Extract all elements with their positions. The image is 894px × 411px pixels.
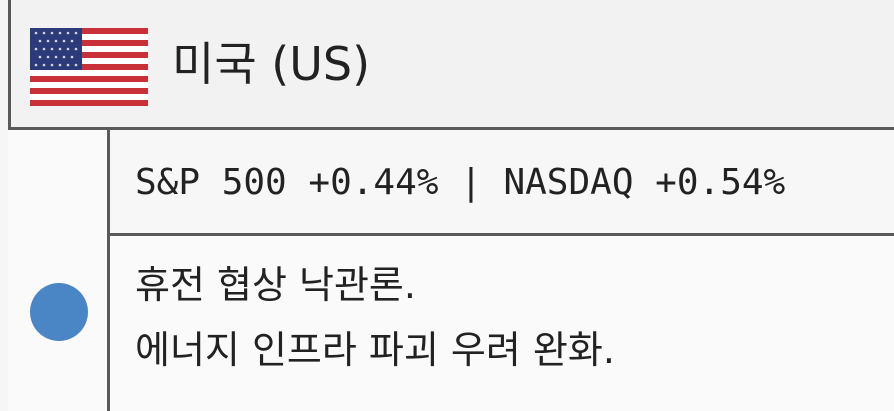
news-row [110, 236, 894, 411]
index-row [110, 130, 894, 236]
us-flag [30, 28, 148, 106]
indicator-column [8, 130, 110, 411]
status-dot [30, 283, 88, 341]
index-text: S&P 500 +0.44% | NASDAQ +0.54% [135, 162, 786, 203]
country-title: 미국 (US) [172, 37, 371, 91]
news-line: 에너지 인프라 파괴 우려 완화. [135, 328, 615, 372]
header [8, 0, 894, 130]
news-line: 휴전 협상 낙관론. [135, 263, 416, 307]
